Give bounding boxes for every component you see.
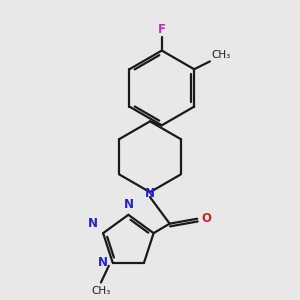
Text: CH₃: CH₃ bbox=[211, 50, 230, 60]
Text: N: N bbox=[124, 198, 134, 211]
Text: N: N bbox=[98, 256, 108, 269]
Text: CH₃: CH₃ bbox=[91, 286, 111, 296]
Text: F: F bbox=[158, 23, 166, 36]
Text: N: N bbox=[145, 187, 155, 200]
Text: O: O bbox=[201, 212, 211, 225]
Text: N: N bbox=[88, 217, 98, 230]
